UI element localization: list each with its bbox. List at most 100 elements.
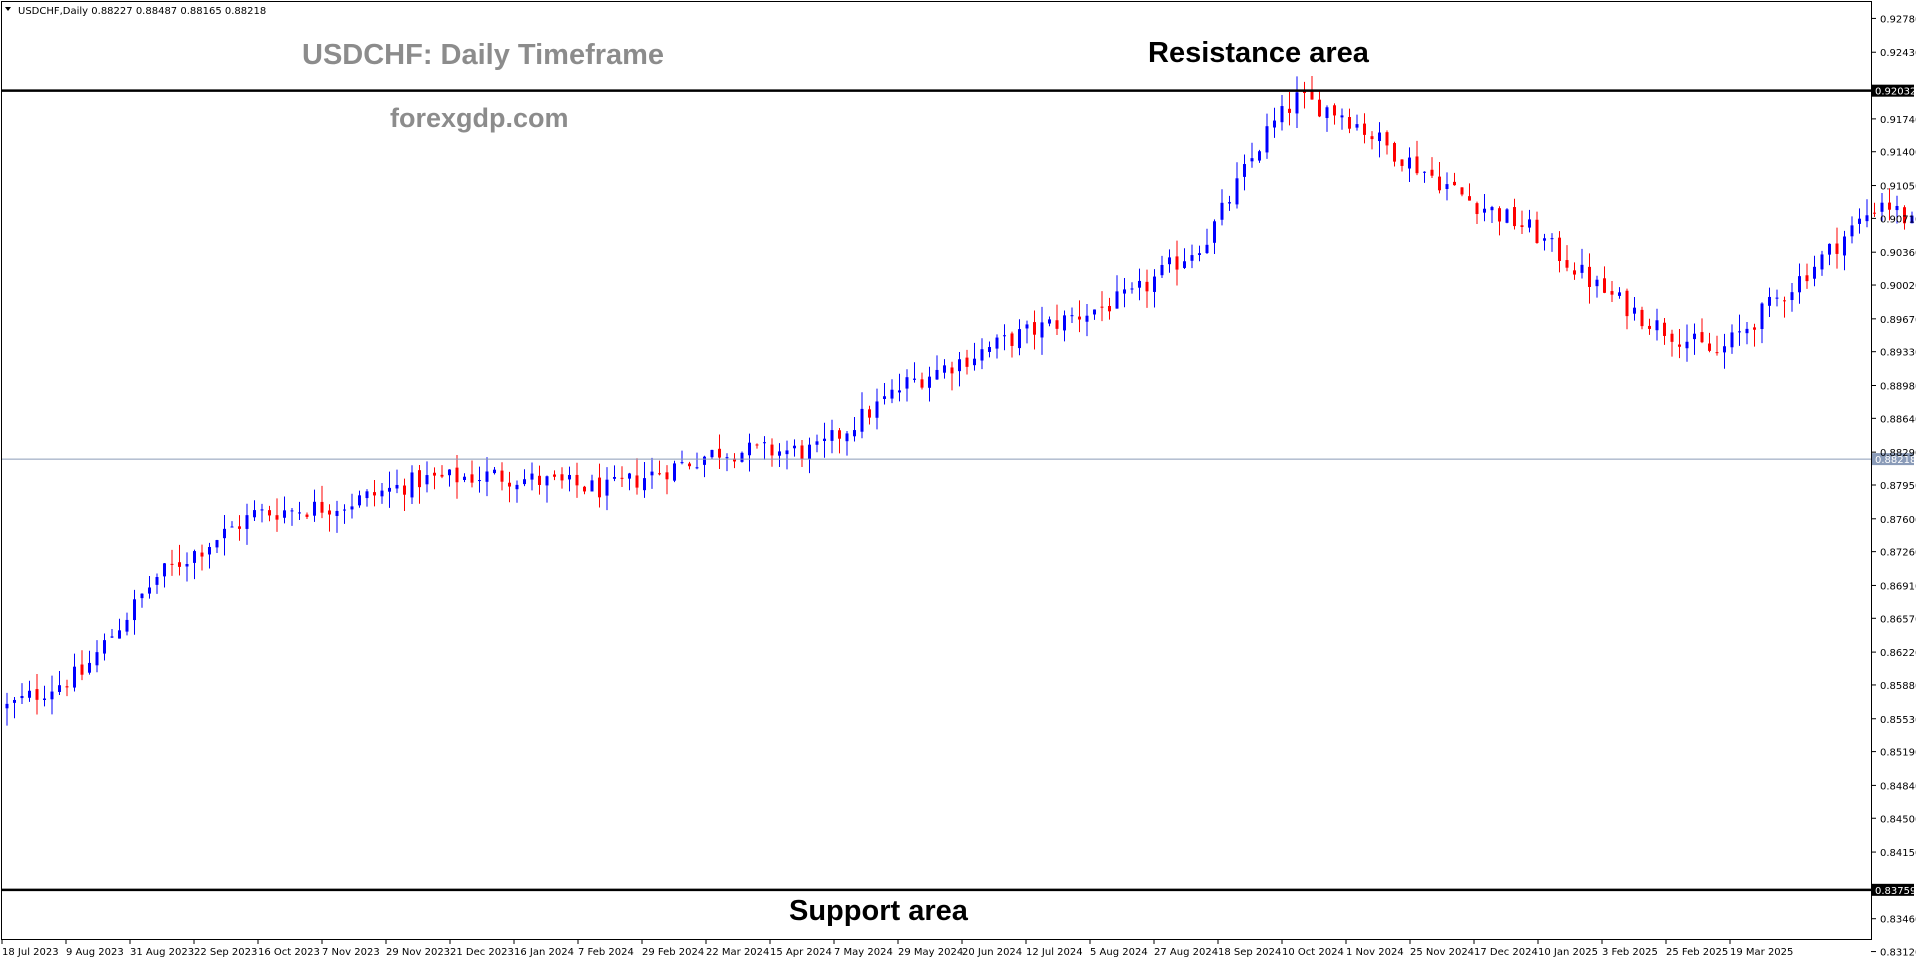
candle-body — [253, 510, 256, 518]
candle-body — [140, 593, 144, 599]
candle-body — [440, 474, 444, 477]
candle-body — [1550, 238, 1554, 240]
candle-body — [1835, 243, 1839, 254]
candle-body — [1850, 225, 1854, 237]
candle-body — [1798, 276, 1801, 293]
candle-body — [1235, 178, 1239, 205]
candle-body — [170, 563, 174, 565]
collapse-triangle-icon[interactable] — [5, 7, 11, 11]
candle-body — [1828, 243, 1831, 255]
support-price-label: 0.83759 — [1875, 886, 1916, 897]
current-price-tag — [1872, 453, 1914, 466]
resistance-price-tag — [1872, 84, 1914, 97]
x-tick-label: 1 Nov 2024 — [1346, 947, 1404, 958]
candle-body — [635, 475, 639, 488]
candle-body — [403, 485, 406, 495]
candle-body — [298, 512, 301, 514]
candle-body — [553, 474, 556, 477]
candle-body — [1865, 215, 1869, 222]
candlestick-series — [5, 75, 1914, 726]
candle-body — [928, 376, 931, 388]
x-tick-label: 10 Jan 2025 — [1538, 947, 1598, 958]
candle-body — [1415, 156, 1419, 174]
candle-body — [1363, 123, 1366, 135]
candle-body — [1138, 280, 1141, 288]
candle-body — [733, 458, 736, 462]
candle-body — [1655, 320, 1659, 331]
candle-body — [913, 378, 916, 380]
candle-body — [305, 514, 309, 517]
candle-body — [95, 652, 99, 666]
candle-body — [980, 349, 984, 361]
candle-body — [1333, 105, 1336, 116]
x-tick-label: 22 Mar 2024 — [706, 947, 769, 958]
candle-body — [230, 526, 234, 528]
candle-body — [1100, 306, 1104, 308]
candle-body — [1370, 136, 1374, 140]
plot-area[interactable]: 0.92032 0.83759 0.88218 — [1, 1, 1916, 940]
candle-body — [350, 506, 354, 510]
x-tick-label: 12 Jul 2024 — [1026, 947, 1083, 958]
horizontal-levels[interactable]: 0.92032 0.83759 0.88218 — [2, 84, 1916, 897]
candle-body — [1220, 202, 1224, 220]
candle-body — [1723, 346, 1726, 353]
candle-body — [1145, 281, 1149, 292]
candle-body — [1573, 270, 1576, 275]
support-label: Support area — [789, 895, 969, 927]
candle-body — [1295, 92, 1299, 114]
candle-body — [1625, 290, 1629, 317]
candle-body — [133, 599, 136, 621]
candle-body — [1040, 322, 1044, 338]
candle-body — [1700, 332, 1704, 343]
candle-body — [103, 640, 106, 654]
candle-body — [1033, 322, 1036, 335]
candle-body — [965, 357, 969, 367]
candle-body — [1730, 332, 1734, 348]
candle-body — [620, 477, 624, 479]
candle-body — [1618, 292, 1621, 296]
candle-body — [1498, 208, 1501, 222]
candle-body — [1310, 91, 1314, 100]
candle-body — [148, 587, 151, 594]
candle-body — [283, 510, 286, 518]
candle-body — [5, 703, 9, 709]
candle-body — [58, 685, 61, 692]
resistance-label: Resistance area — [1148, 37, 1370, 69]
candle-body — [358, 495, 361, 506]
candle-body — [898, 390, 901, 393]
candle-body — [1183, 261, 1186, 268]
candle-body — [1873, 212, 1876, 214]
candle-body — [343, 509, 346, 511]
candle-body — [223, 528, 226, 539]
candle-body — [523, 479, 526, 485]
candle-body — [485, 471, 489, 482]
candle-body — [1153, 276, 1156, 292]
candle-body — [1483, 208, 1486, 213]
candle-body — [1895, 205, 1899, 211]
candle-body — [1258, 151, 1261, 161]
candle-body — [238, 526, 241, 529]
candle-body — [1250, 158, 1254, 162]
candle-body — [163, 563, 166, 577]
candle-body — [763, 442, 766, 444]
candle-body — [973, 358, 976, 366]
x-tick-label: 25 Nov 2024 — [1410, 947, 1474, 958]
candle-body — [448, 469, 451, 476]
candle-body — [418, 470, 421, 488]
candle-body — [1505, 209, 1509, 223]
candle-body — [560, 474, 564, 481]
candle-body — [1115, 291, 1119, 309]
candle-body — [1858, 218, 1861, 224]
candle-body — [845, 433, 849, 442]
candle-body — [1775, 297, 1779, 299]
candle-body — [1003, 335, 1006, 337]
x-tick-label: 10 Oct 2024 — [1282, 947, 1344, 958]
x-tick-label: 29 Feb 2024 — [642, 947, 704, 958]
candle-body — [673, 463, 676, 481]
